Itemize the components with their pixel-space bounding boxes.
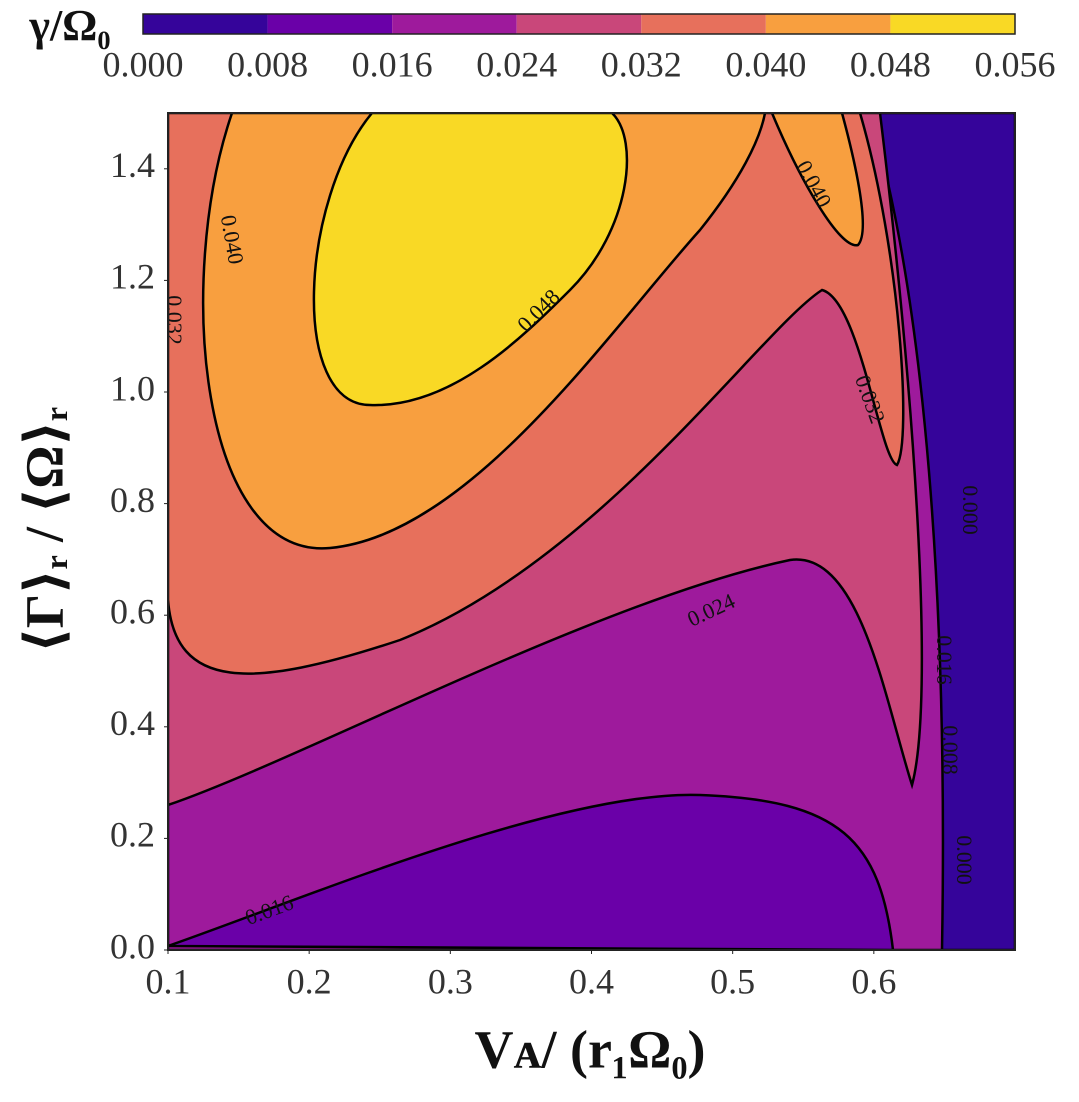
colorbar-tick-label: 0.024 [476, 44, 557, 84]
x-axis-label: Vᴀ/ (r₁Ω₀) [474, 1019, 705, 1079]
contour-region [312, 113, 629, 407]
y-tick-label: 0.4 [110, 703, 155, 743]
colorbar-tick-label: 0.048 [850, 44, 931, 84]
colorbar-tick-label: 0.000 [103, 44, 184, 84]
y-tick-label: 0.6 [110, 591, 155, 631]
y-axis-label: ⟨Γ⟩ᵣ / ⟨Ω⟩ᵣ [14, 407, 74, 653]
colorbar-segment [516, 14, 642, 34]
x-tick-label: 0.2 [287, 961, 332, 1001]
colorbar-tick-label: 0.040 [725, 44, 806, 84]
contour-label: 0.016 [932, 635, 957, 685]
y-tick-label: 1.0 [110, 368, 155, 408]
x-tick-label: 0.3 [428, 961, 473, 1001]
y-tick-label: 1.2 [110, 257, 155, 297]
x-tick-label: 0.4 [569, 961, 614, 1001]
colorbar-label: γ/Ω₀ [28, 1, 110, 50]
contour-region [868, 113, 1015, 950]
colorbar-segment [890, 14, 1015, 34]
contour-region [168, 793, 895, 950]
colorbar-tick-label: 0.032 [601, 44, 682, 84]
contour-label: 0.008 [938, 725, 963, 775]
contour-label: 0.000 [952, 835, 977, 885]
colorbar-tick-label: 0.016 [352, 44, 433, 84]
x-tick-label: 0.1 [146, 961, 191, 1001]
y-tick-label: 1.4 [110, 145, 155, 185]
y-tick-label: 0.2 [110, 815, 155, 855]
contour-region [770, 113, 865, 247]
colorbar-tick-label: 0.056 [975, 44, 1056, 84]
x-tick-label: 0.6 [851, 961, 896, 1001]
colorbar-segment [641, 14, 766, 34]
colorbar-segment [392, 14, 517, 34]
contour-label: 0.000 [958, 485, 983, 535]
contour-label: 0.032 [162, 295, 187, 345]
colorbar-segment [143, 14, 268, 34]
colorbar-segment [765, 14, 891, 34]
colorbar-segment [267, 14, 393, 34]
x-tick-label: 0.5 [710, 961, 755, 1001]
y-tick-label: 0.8 [110, 480, 155, 520]
colorbar-frame [142, 13, 1016, 35]
colorbar-tick-label: 0.008 [227, 44, 308, 84]
y-tick-label: 0.0 [110, 926, 155, 966]
